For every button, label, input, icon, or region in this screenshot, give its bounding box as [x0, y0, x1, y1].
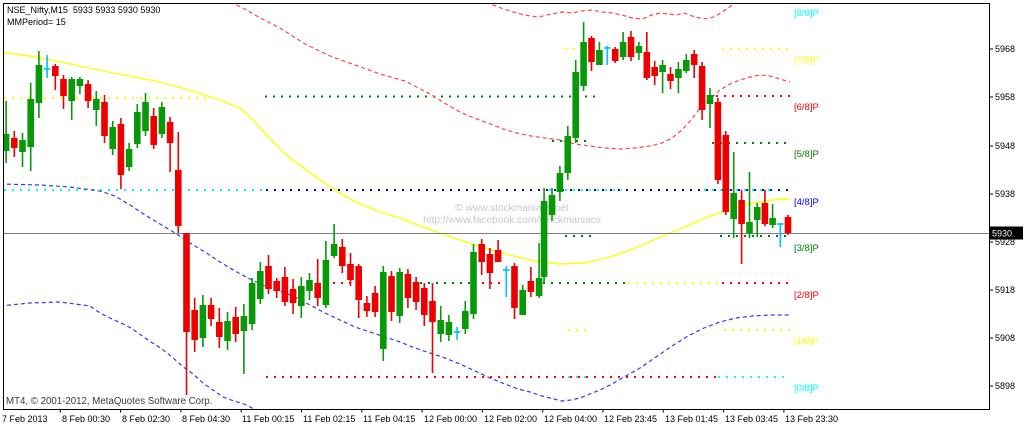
- svg-text:[6/8]P: [6/8]P: [794, 102, 819, 113]
- svg-text:5968: 5968: [995, 44, 1015, 54]
- svg-text:8 Feb 02:30: 8 Feb 02:30: [122, 414, 170, 424]
- svg-text:5948: 5948: [995, 141, 1015, 151]
- svg-text:12 Feb 23:45: 12 Feb 23:45: [604, 414, 657, 424]
- svg-text:13 Feb 23:30: 13 Feb 23:30: [785, 414, 838, 424]
- svg-text:5918: 5918: [995, 285, 1015, 295]
- svg-text:5898: 5898: [995, 381, 1015, 391]
- svg-text:7 Feb 2013: 7 Feb 2013: [2, 414, 48, 424]
- svg-text:13 Feb 03:45: 13 Feb 03:45: [725, 414, 778, 424]
- svg-text:11 Feb 02:15: 11 Feb 02:15: [303, 414, 355, 424]
- svg-text:http://www.facebook.com/stockm: http://www.facebook.com/stockmaniacs: [423, 215, 601, 226]
- svg-text:[2/8]P: [2/8]P: [794, 290, 819, 301]
- svg-text:[0/8]P: [0/8]P: [794, 383, 819, 394]
- svg-text:8 Feb 04:30: 8 Feb 04:30: [182, 414, 230, 424]
- svg-text:[4/8]P: [4/8]P: [794, 197, 819, 208]
- svg-text:5958: 5958: [995, 92, 1015, 102]
- svg-text:MT4, © 2001-2012, MetaQuotes S: MT4, © 2001-2012, MetaQuotes Software Co…: [6, 396, 212, 407]
- svg-text:8 Feb 00:30: 8 Feb 00:30: [62, 414, 110, 424]
- svg-text:[8/8]P: [8/8]P: [794, 8, 819, 19]
- svg-text:12 Feb 00:00: 12 Feb 00:00: [424, 414, 477, 424]
- svg-text:12 Feb 02:00: 12 Feb 02:00: [484, 414, 537, 424]
- svg-text:[1/8]P: [1/8]P: [794, 336, 819, 347]
- svg-text:[7/8]P: [7/8]P: [794, 55, 819, 66]
- svg-text:NSE_Nifty,M15 5933 5933 5930: NSE_Nifty,M15 5933 5933 5930 5930: [7, 5, 160, 15]
- svg-text:11 Feb 00:15: 11 Feb 00:15: [242, 414, 294, 424]
- svg-text:13 Feb 01:45: 13 Feb 01:45: [665, 414, 718, 424]
- svg-text:5928: 5928: [995, 237, 1015, 247]
- svg-text:11 Feb 04:15: 11 Feb 04:15: [363, 414, 415, 424]
- svg-text:© www.stockmaniacs.net: © www.stockmaniacs.net: [455, 203, 569, 214]
- svg-text:5938: 5938: [995, 189, 1015, 199]
- svg-text:12 Feb 04:00: 12 Feb 04:00: [544, 414, 597, 424]
- svg-text:MMPeriod= 15: MMPeriod= 15: [7, 17, 66, 27]
- svg-text:[3/8]P: [3/8]P: [794, 243, 819, 254]
- svg-text:5908: 5908: [995, 333, 1015, 343]
- svg-text:5930: 5930: [992, 229, 1012, 239]
- svg-text:[5/8]P: [5/8]P: [794, 149, 819, 160]
